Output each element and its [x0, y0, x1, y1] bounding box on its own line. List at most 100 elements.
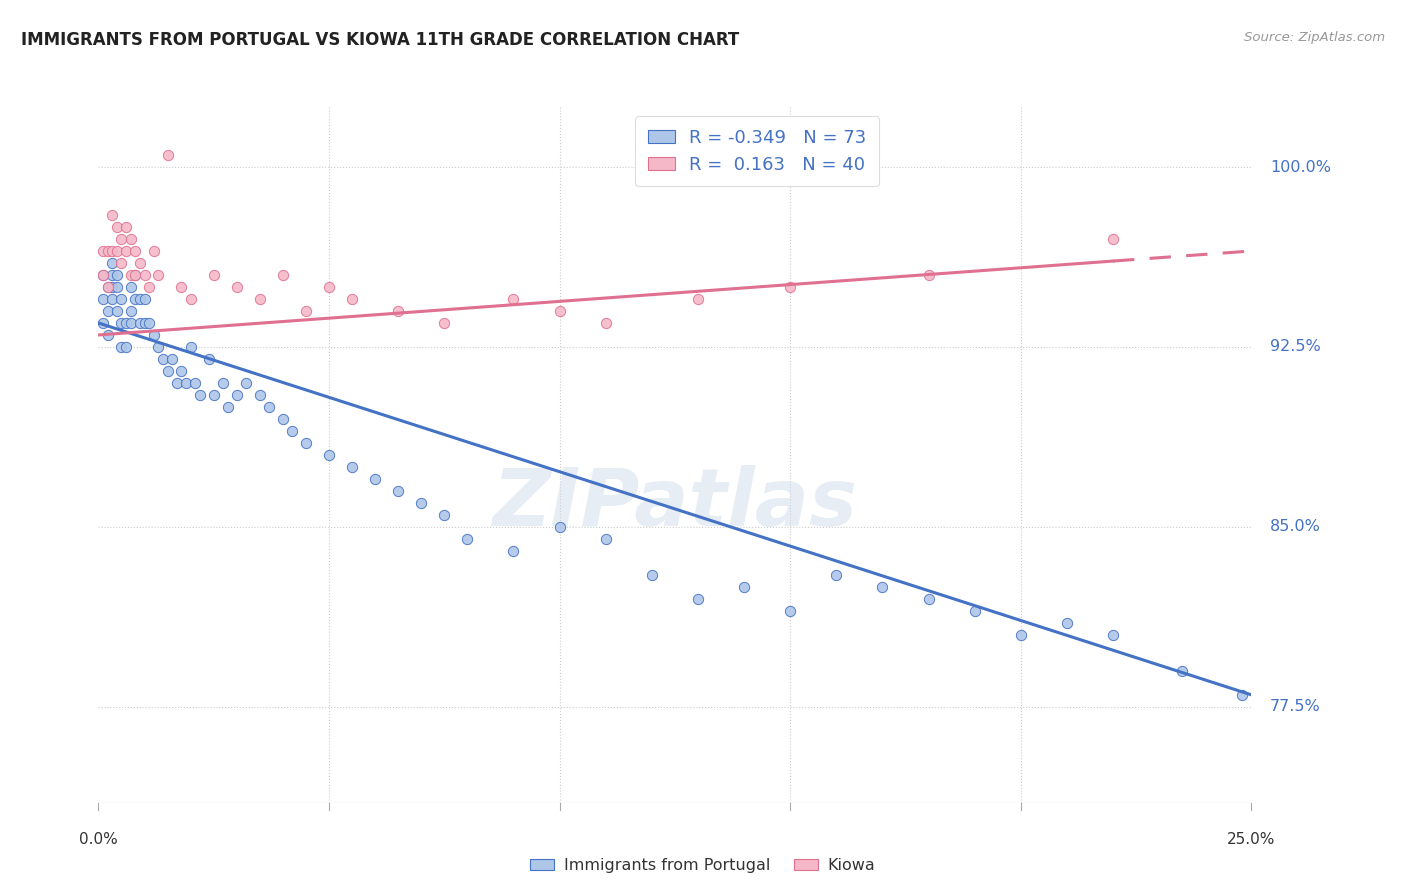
Point	[235, 376, 257, 390]
Point	[318, 280, 340, 294]
Point	[124, 268, 146, 282]
Point	[129, 256, 152, 270]
Point	[105, 304, 128, 318]
Point	[295, 304, 318, 318]
Point	[120, 316, 142, 330]
Point	[225, 280, 247, 294]
Point	[120, 280, 142, 294]
Point	[105, 268, 128, 282]
Point	[97, 280, 120, 294]
Point	[160, 351, 183, 366]
Point	[115, 340, 138, 354]
Point	[411, 496, 433, 510]
Text: 25.0%: 25.0%	[1227, 831, 1275, 847]
Point	[138, 316, 160, 330]
Point	[138, 280, 160, 294]
Point	[686, 292, 709, 306]
Point	[212, 376, 235, 390]
Point	[641, 567, 664, 582]
Text: 92.5%: 92.5%	[1270, 340, 1320, 354]
Point	[502, 544, 524, 558]
Point	[202, 268, 225, 282]
Point	[101, 292, 124, 306]
Point	[101, 280, 124, 294]
Point	[110, 232, 132, 246]
Point	[271, 268, 294, 282]
Point	[120, 232, 142, 246]
Point	[120, 304, 142, 318]
Point	[364, 472, 387, 486]
Point	[733, 580, 755, 594]
Point	[110, 256, 132, 270]
Point	[872, 580, 894, 594]
Point	[184, 376, 207, 390]
Point	[433, 508, 456, 522]
Point	[340, 292, 363, 306]
Point	[142, 328, 165, 343]
Point	[156, 364, 179, 378]
Point	[387, 483, 409, 498]
Point	[129, 316, 152, 330]
Point	[101, 268, 124, 282]
Point	[917, 591, 939, 606]
Text: 85.0%: 85.0%	[1270, 519, 1320, 534]
Text: ZIPatlas: ZIPatlas	[492, 465, 858, 542]
Point	[134, 316, 156, 330]
Point	[91, 244, 114, 258]
Point	[340, 459, 363, 474]
Point	[180, 292, 202, 306]
Point	[91, 292, 114, 306]
Point	[917, 268, 939, 282]
Point	[456, 532, 478, 546]
Point	[217, 400, 239, 414]
Point	[318, 448, 340, 462]
Point	[779, 604, 801, 618]
Point	[779, 280, 801, 294]
Legend: Immigrants from Portugal, Kiowa: Immigrants from Portugal, Kiowa	[524, 852, 882, 880]
Point	[115, 244, 138, 258]
Point	[686, 591, 709, 606]
Point	[156, 148, 179, 162]
Point	[502, 292, 524, 306]
Point	[110, 340, 132, 354]
Point	[595, 532, 617, 546]
Point	[97, 244, 120, 258]
Point	[225, 388, 247, 402]
Point	[124, 292, 146, 306]
Point	[91, 316, 114, 330]
Text: IMMIGRANTS FROM PORTUGAL VS KIOWA 11TH GRADE CORRELATION CHART: IMMIGRANTS FROM PORTUGAL VS KIOWA 11TH G…	[21, 31, 740, 49]
Point	[91, 268, 114, 282]
Point	[188, 388, 211, 402]
Text: Source: ZipAtlas.com: Source: ZipAtlas.com	[1244, 31, 1385, 45]
Point	[295, 436, 318, 450]
Point	[281, 424, 304, 438]
Point	[1010, 628, 1032, 642]
Point	[105, 280, 128, 294]
Point	[257, 400, 280, 414]
Point	[548, 520, 571, 534]
Point	[249, 292, 271, 306]
Legend: R = -0.349   N = 73, R =  0.163   N = 40: R = -0.349 N = 73, R = 0.163 N = 40	[636, 116, 879, 186]
Point	[825, 567, 848, 582]
Point	[105, 219, 128, 234]
Point	[97, 304, 120, 318]
Point	[148, 268, 170, 282]
Point	[595, 316, 617, 330]
Point	[124, 244, 146, 258]
Point	[1230, 688, 1253, 702]
Text: 77.5%: 77.5%	[1270, 699, 1320, 714]
Point	[110, 316, 132, 330]
Point	[548, 304, 571, 318]
Point	[1056, 615, 1078, 630]
Point	[115, 316, 138, 330]
Point	[249, 388, 271, 402]
Point	[120, 268, 142, 282]
Point	[91, 268, 114, 282]
Point	[110, 292, 132, 306]
Point	[170, 280, 193, 294]
Point	[101, 256, 124, 270]
Point	[387, 304, 409, 318]
Point	[101, 208, 124, 222]
Point	[101, 244, 124, 258]
Text: 0.0%: 0.0%	[79, 831, 118, 847]
